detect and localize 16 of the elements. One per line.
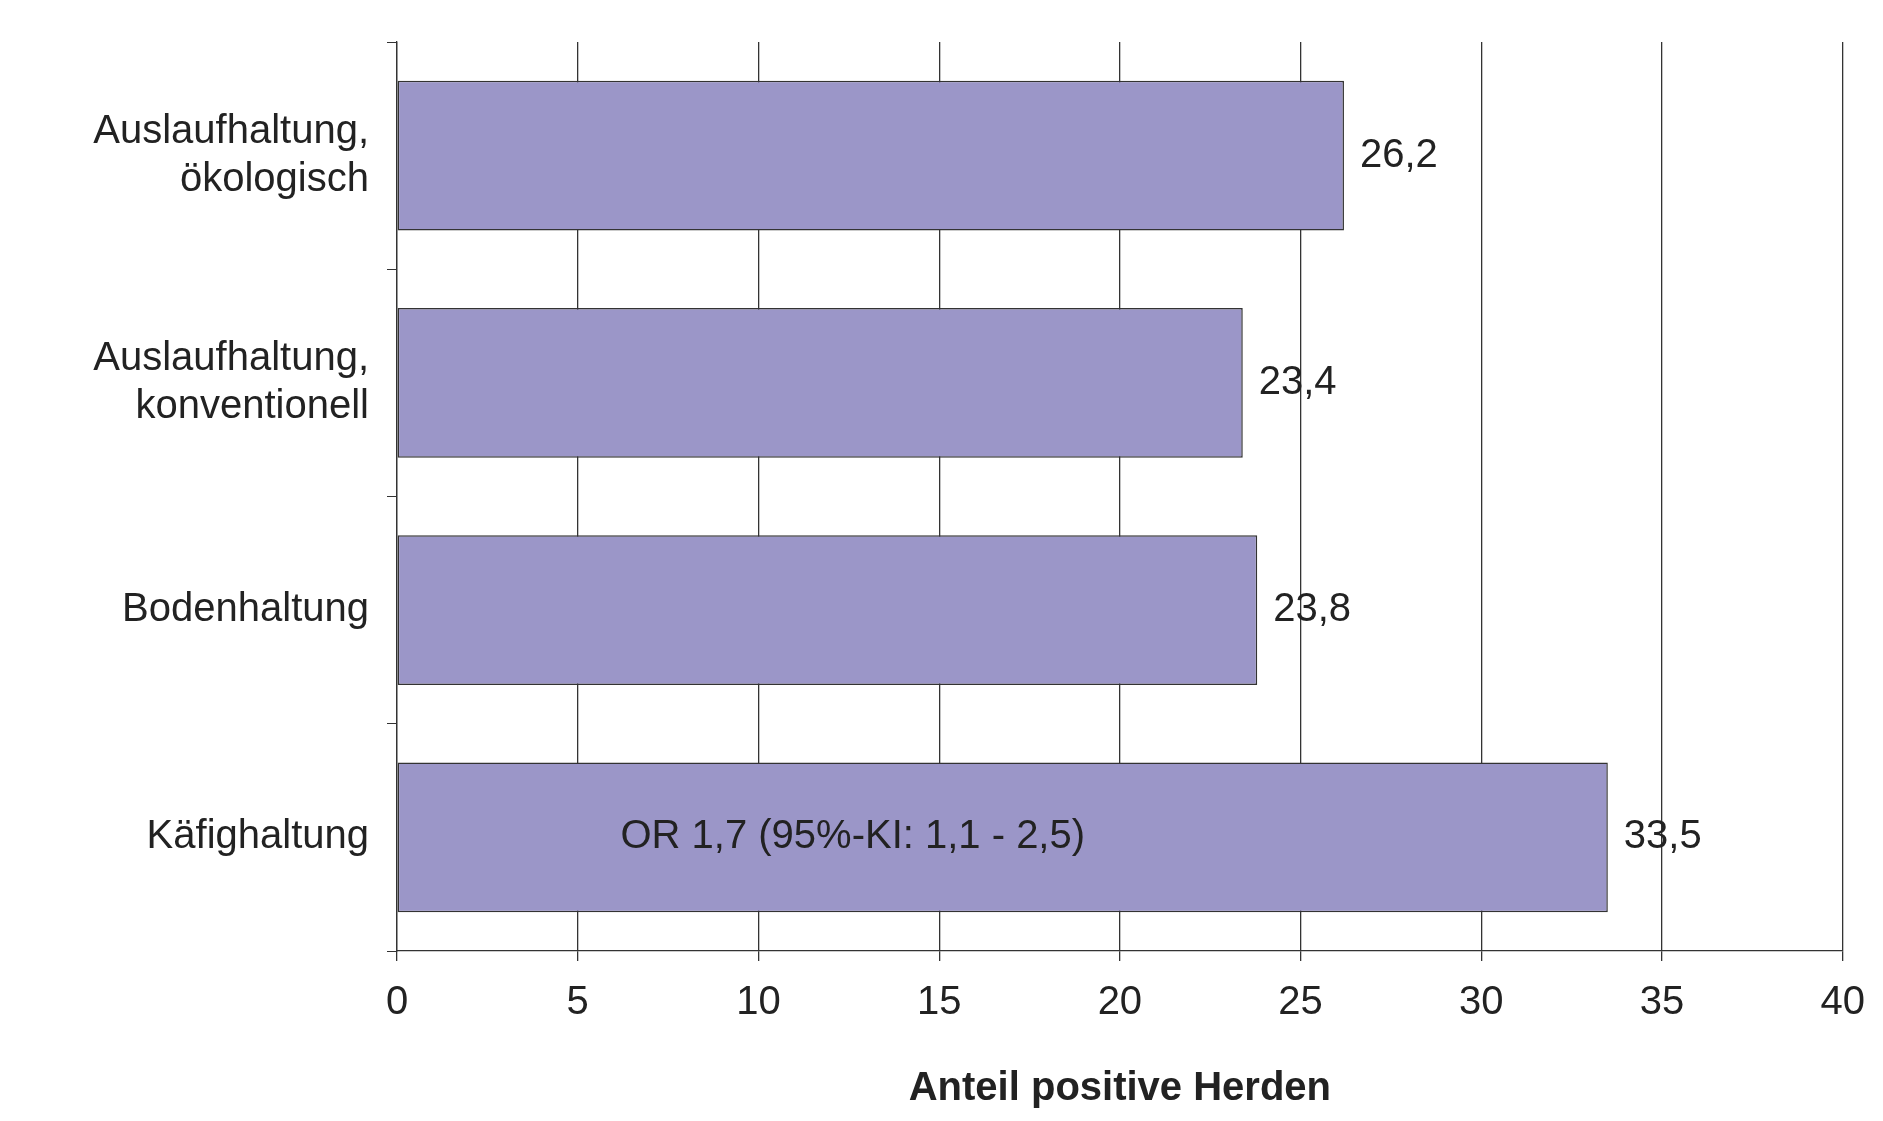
x-tick-label: 30 xyxy=(1459,978,1504,1023)
x-axis-title: Anteil positive Herden xyxy=(908,1064,1332,1109)
x-tick-label: 25 xyxy=(1278,978,1323,1023)
y-tick-label: Käfighaltung xyxy=(146,812,369,857)
x-tick-label: 35 xyxy=(1639,978,1685,1023)
y-tick-label: Bodenhaltung xyxy=(122,585,369,630)
x-tick-label: 40 xyxy=(1820,978,1865,1023)
x-tick-label: 20 xyxy=(1097,978,1143,1023)
data-label: 26,2 xyxy=(1359,130,1438,175)
x-tick-label: 10 xyxy=(736,978,781,1023)
x-tick-label: 5 xyxy=(566,978,589,1023)
x-tick-label: 15 xyxy=(916,978,962,1023)
y-tick-label: Auslaufhaltung, konventionell xyxy=(93,333,369,426)
x-tick-label: 0 xyxy=(385,978,409,1023)
y-tick-label: Auslaufhaltung, ökologisch xyxy=(93,106,369,199)
annotation: OR 1,7 (95%-KI: 1,1 - 2,5) xyxy=(620,812,1086,857)
